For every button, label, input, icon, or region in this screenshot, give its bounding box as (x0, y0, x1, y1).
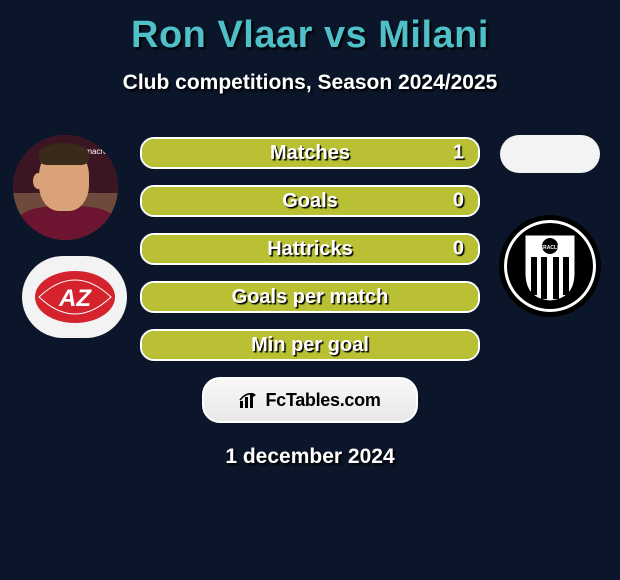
shirt-sponsor-text: macron (85, 147, 112, 156)
page-subtitle: Club competitions, Season 2024/2025 (0, 71, 620, 95)
left-player-column: macron AZ (10, 135, 130, 338)
fctables-watermark: FcTables.com (202, 377, 418, 423)
right-player-column: HERACLES (490, 135, 610, 317)
svg-text:HERACLES: HERACLES (536, 245, 564, 251)
stat-value: 1 (453, 142, 464, 165)
page-title: Ron Vlaar vs Milani (0, 0, 620, 57)
right-player-photo-placeholder (500, 135, 600, 173)
stat-label: Goals per match (232, 286, 389, 309)
content-area: macron AZ HERACLES (0, 135, 620, 469)
bars-icon (239, 391, 261, 409)
stat-bar: Min per goal (140, 329, 480, 361)
stat-bar: Goals 0 (140, 185, 480, 217)
heracles-logo-icon: HERACLES (521, 233, 579, 303)
stat-value: 0 (453, 190, 464, 213)
stat-label: Hattricks (267, 238, 353, 261)
stat-label: Matches (270, 142, 350, 165)
stat-bar: Matches 1 (140, 137, 480, 169)
comparison-card: Ron Vlaar vs Milani Club competitions, S… (0, 0, 620, 580)
az-logo-icon: AZ (33, 269, 117, 325)
stat-bar: Hattricks 0 (140, 233, 480, 265)
stat-label: Min per goal (251, 334, 369, 357)
stat-value: 0 (453, 238, 464, 261)
left-club-badge: AZ (22, 256, 127, 338)
right-club-badge: HERACLES (499, 215, 601, 317)
fctables-label: FcTables.com (265, 390, 380, 411)
stats-bars: Matches 1 Goals 0 Hattricks 0 Goals per … (140, 135, 480, 361)
date-text: 1 december 2024 (0, 445, 620, 469)
svg-text:AZ: AZ (58, 285, 92, 312)
stat-bar: Goals per match (140, 281, 480, 313)
stat-label: Goals (282, 190, 338, 213)
left-player-photo: macron (13, 135, 118, 240)
